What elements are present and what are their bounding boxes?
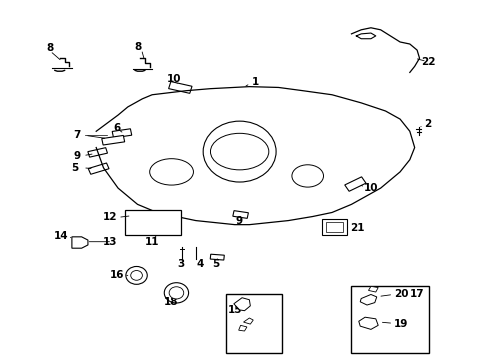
Polygon shape (368, 286, 377, 292)
Bar (325, 222, 342, 232)
Bar (112, 129, 131, 138)
Text: 21: 21 (350, 223, 364, 233)
Text: 6: 6 (113, 123, 121, 133)
Text: 15: 15 (227, 305, 242, 315)
Bar (125, 211, 181, 235)
Text: 10: 10 (167, 74, 182, 84)
Bar (344, 177, 365, 191)
Bar (322, 219, 346, 235)
Text: 20: 20 (393, 289, 408, 300)
Ellipse shape (149, 159, 193, 185)
Text: 10: 10 (363, 183, 377, 193)
Text: 4: 4 (197, 260, 204, 269)
Polygon shape (360, 294, 376, 305)
Text: 9: 9 (73, 152, 80, 161)
Text: 14: 14 (54, 231, 68, 241)
Text: 2: 2 (424, 119, 431, 129)
Text: 19: 19 (393, 319, 408, 329)
Text: 13: 13 (102, 237, 117, 247)
Ellipse shape (210, 133, 268, 170)
Polygon shape (233, 298, 250, 311)
Text: 18: 18 (163, 297, 178, 307)
Bar (351, 285, 428, 352)
Circle shape (130, 270, 142, 280)
Polygon shape (238, 325, 246, 331)
Polygon shape (72, 237, 88, 248)
Polygon shape (358, 317, 377, 329)
Circle shape (169, 287, 183, 299)
Text: 5: 5 (72, 163, 79, 173)
Circle shape (203, 121, 276, 182)
Circle shape (125, 266, 147, 284)
Text: 7: 7 (73, 130, 81, 140)
Text: 8: 8 (134, 42, 141, 52)
Text: 5: 5 (211, 260, 219, 269)
Text: 12: 12 (102, 212, 117, 222)
Bar (88, 148, 107, 157)
Bar (232, 211, 248, 219)
Polygon shape (243, 318, 253, 324)
Text: 22: 22 (420, 57, 435, 67)
Ellipse shape (291, 165, 323, 187)
Bar (210, 254, 224, 260)
Bar (225, 294, 282, 352)
Bar (168, 82, 192, 93)
Bar (102, 135, 124, 145)
Text: 17: 17 (409, 289, 424, 300)
Text: 8: 8 (46, 43, 54, 53)
Text: 3: 3 (177, 260, 184, 269)
Text: 1: 1 (251, 77, 259, 87)
Circle shape (164, 283, 188, 303)
Bar (88, 163, 109, 174)
Text: 16: 16 (109, 270, 123, 280)
Text: 11: 11 (144, 237, 159, 247)
Text: 9: 9 (235, 216, 242, 226)
